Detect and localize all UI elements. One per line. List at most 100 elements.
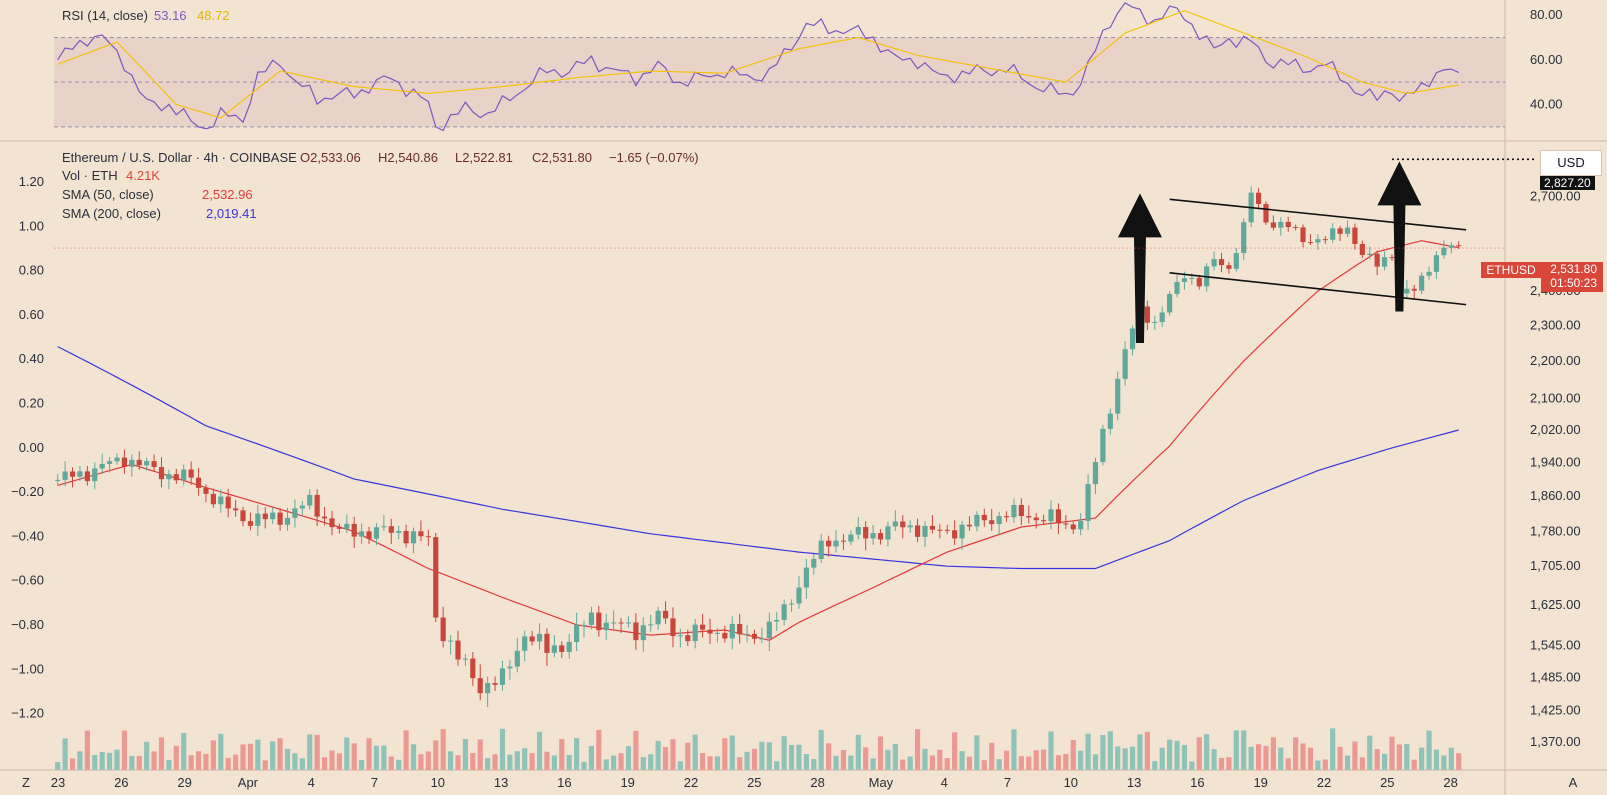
volume-bar <box>952 732 958 770</box>
candle-body <box>929 525 935 530</box>
candle-body <box>1419 275 1425 291</box>
legend-vol-value: 4.21K <box>126 168 160 183</box>
volume-bar <box>848 755 854 770</box>
legend-change: −1.65 (−0.07%) <box>609 150 699 165</box>
volume-bar <box>195 751 202 770</box>
rsi-title: RSI (14, close) <box>62 8 148 23</box>
bar-countdown: 01:50:23 <box>1550 276 1597 290</box>
volume-bar <box>1255 744 1262 770</box>
candle-body <box>603 622 609 631</box>
volume-bar <box>1307 747 1314 770</box>
volume-bar <box>1441 755 1447 770</box>
volume-bar <box>299 758 305 770</box>
volume-bar <box>640 757 646 770</box>
legend-vol-label: Vol · ETH <box>62 168 118 183</box>
volume-bar <box>581 761 587 770</box>
volume-bar <box>447 751 454 770</box>
left-axis-tick: −1.00 <box>11 661 44 676</box>
candle-body <box>173 474 179 481</box>
legend-close: C2,531.80 <box>532 150 592 165</box>
left-axis-tick: −1.20 <box>11 706 44 721</box>
candle-body <box>692 624 698 642</box>
volume-bar <box>1411 759 1417 770</box>
volume-bar <box>700 753 706 770</box>
volume-bar <box>1285 758 1291 770</box>
candle-body <box>648 624 654 626</box>
candle-body <box>1241 222 1247 254</box>
legend-low: L2,522.81 <box>455 150 513 165</box>
volume-bar <box>944 758 950 770</box>
left-axis-tick: 1.20 <box>19 174 44 189</box>
volume-bar <box>1115 746 1121 770</box>
volume-bar <box>692 734 698 770</box>
candle-body <box>989 520 995 525</box>
volume-bar <box>729 735 735 770</box>
volume-bar <box>855 734 861 770</box>
volume-bar <box>937 749 943 770</box>
candle-body <box>462 658 468 660</box>
volume-bar <box>544 751 550 770</box>
corner-right-button: A <box>1569 775 1578 790</box>
volume-bar <box>996 759 1002 770</box>
candle-body <box>581 624 587 626</box>
candle-body <box>410 531 417 544</box>
candle-body <box>425 536 431 538</box>
candle-body <box>1300 227 1306 243</box>
candle-body <box>151 461 157 468</box>
last-price-value: 2,531.80 <box>1550 262 1597 276</box>
volume-bar <box>151 751 157 770</box>
candle-body <box>900 521 906 528</box>
candle-body <box>1233 253 1239 269</box>
volume-bar <box>181 733 187 770</box>
volume-bar <box>1048 731 1054 770</box>
volume-bar <box>1263 745 1269 770</box>
volume-bar <box>1433 749 1440 770</box>
candle-body <box>1270 222 1276 228</box>
volume-bar <box>455 755 461 770</box>
candle-body <box>447 640 454 642</box>
candle-body <box>114 457 120 462</box>
volume-bar <box>536 731 543 770</box>
volume-bar <box>826 743 832 770</box>
volume-bar <box>1137 734 1143 770</box>
volume-bar <box>877 736 884 770</box>
legend-sma200-value: 2,019.41 <box>206 206 257 221</box>
time-axis-tick: 16 <box>1190 775 1204 790</box>
candle-body <box>1211 259 1217 267</box>
volume-bar <box>989 742 995 770</box>
volume-bar <box>870 758 876 770</box>
volume-bar <box>714 756 721 770</box>
candle-body <box>1078 521 1084 530</box>
currency-button[interactable]: USD <box>1540 150 1602 176</box>
candle-body <box>907 525 913 528</box>
candle-body <box>759 638 765 640</box>
volume-bar <box>247 743 254 770</box>
volume-bar <box>914 729 921 770</box>
candle-body <box>774 619 780 622</box>
volume-bar <box>1278 747 1284 770</box>
left-axis-tick: −0.20 <box>11 484 44 499</box>
time-axis-tick: 10 <box>1064 775 1078 790</box>
legend-symbol: Ethereum / U.S. Dollar · 4h · COINBASE <box>62 150 297 165</box>
candle-body <box>440 617 446 642</box>
candle-body <box>55 479 61 481</box>
candle-body <box>818 540 824 559</box>
volume-bar <box>1226 757 1232 770</box>
candle-body <box>1263 203 1269 223</box>
left-axis-tick: −0.60 <box>11 573 44 588</box>
volume-bar <box>618 753 624 770</box>
candle-body <box>255 513 261 526</box>
candle-body <box>1381 257 1388 267</box>
candle-body <box>536 633 543 642</box>
candle-body <box>210 493 216 505</box>
legend-sma200-label: SMA (200, close) <box>62 206 161 221</box>
channel-lower-line <box>1169 272 1467 306</box>
volume-bar <box>1167 739 1173 770</box>
volume-bar <box>188 755 194 770</box>
rsi-axis-tick: 40.00 <box>1530 97 1563 112</box>
volume-bar <box>1181 745 1188 770</box>
candle-body <box>1011 504 1017 518</box>
candle-body <box>262 513 268 520</box>
volume-bar <box>173 745 179 770</box>
